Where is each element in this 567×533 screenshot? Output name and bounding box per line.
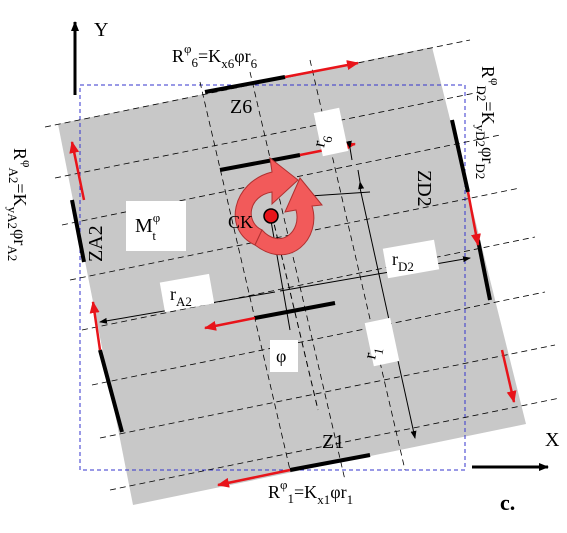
y-axis-label: Y bbox=[94, 19, 108, 41]
wall-label-za2: ZA2 bbox=[85, 225, 107, 262]
r6-label-box bbox=[313, 107, 349, 157]
rd2-label: rD2 bbox=[392, 249, 414, 274]
wall-segments bbox=[70, 75, 492, 472]
ra2-label-box bbox=[159, 273, 215, 313]
force-label-right: RφD2=KyD2φrD2 bbox=[473, 66, 503, 179]
force-label-top: Rφ6=Kx6φr6 bbox=[172, 41, 258, 71]
ra2-label: rA2 bbox=[170, 284, 192, 309]
center-label: CK bbox=[228, 212, 253, 232]
moment-label-box bbox=[126, 201, 186, 251]
r1-label-box bbox=[364, 317, 400, 367]
grid-lines bbox=[44, 39, 561, 491]
moment-arrow bbox=[234, 156, 299, 246]
angle-label: φ bbox=[276, 346, 286, 366]
force-label-bottom: Rφ1=Kx1φr1 bbox=[268, 477, 353, 507]
force-arrows bbox=[69, 60, 517, 488]
moment-label: Mφ t bbox=[135, 210, 160, 243]
rd2-label-box bbox=[382, 239, 440, 279]
moment-arrow-head bbox=[254, 177, 323, 256]
original-outline bbox=[79, 84, 466, 471]
axes bbox=[71, 21, 549, 471]
wall-label-zd2: ZD2 bbox=[413, 170, 435, 207]
r1-label: r1 bbox=[359, 344, 386, 361]
figure-label: c. bbox=[500, 490, 515, 515]
rotated-plate bbox=[58, 47, 526, 505]
force-label-left: RφA2=KyA2φrA2 bbox=[5, 148, 35, 261]
wall-label-z6: Z6 bbox=[230, 96, 252, 118]
wall-label-z1: Z1 bbox=[322, 431, 344, 453]
angle-label-box bbox=[270, 340, 298, 372]
rigidity-center bbox=[263, 208, 279, 224]
r6-label: r6 bbox=[308, 132, 335, 150]
x-axis-label: X bbox=[545, 429, 560, 451]
